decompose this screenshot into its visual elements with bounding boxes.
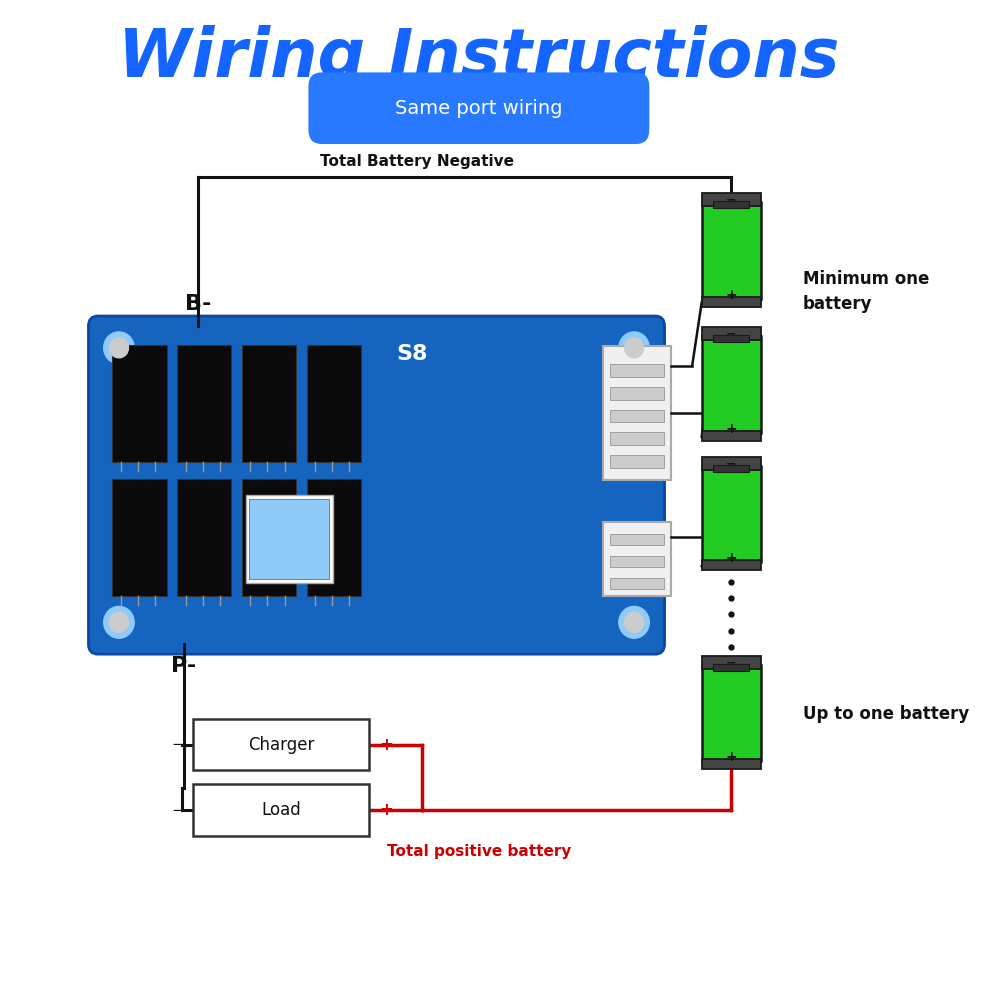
- Bar: [702, 457, 761, 470]
- Text: Same port wiring: Same port wiring: [395, 99, 563, 118]
- Bar: [702, 560, 761, 570]
- Bar: [610, 534, 664, 545]
- Bar: [307, 479, 361, 596]
- Text: B-: B-: [185, 294, 211, 314]
- Bar: [610, 364, 664, 377]
- Text: S8: S8: [396, 344, 428, 364]
- Bar: [249, 499, 329, 579]
- Bar: [702, 656, 761, 669]
- Circle shape: [625, 338, 644, 358]
- Bar: [713, 465, 749, 472]
- Bar: [307, 345, 361, 462]
- Circle shape: [619, 332, 649, 364]
- Circle shape: [625, 612, 644, 632]
- Text: −: −: [726, 328, 736, 341]
- Text: Minimum one
battery: Minimum one battery: [803, 270, 929, 313]
- Bar: [610, 387, 664, 400]
- Bar: [242, 345, 296, 462]
- Bar: [246, 495, 333, 583]
- Text: +: +: [725, 422, 737, 436]
- Text: P-: P-: [171, 656, 196, 676]
- Circle shape: [109, 612, 128, 632]
- Bar: [702, 327, 761, 340]
- Text: −: −: [726, 194, 736, 207]
- Circle shape: [109, 338, 128, 358]
- Bar: [610, 410, 664, 422]
- Bar: [610, 556, 664, 567]
- Bar: [702, 466, 761, 562]
- Text: Total positive battery: Total positive battery: [387, 844, 571, 859]
- Text: Charger: Charger: [248, 736, 314, 754]
- Text: Load: Load: [261, 801, 301, 819]
- Bar: [112, 345, 167, 462]
- Bar: [610, 578, 664, 589]
- Circle shape: [104, 606, 134, 638]
- Bar: [177, 345, 231, 462]
- Text: +: +: [725, 288, 737, 302]
- Bar: [177, 479, 231, 596]
- Bar: [610, 432, 664, 445]
- Bar: [713, 664, 749, 671]
- Bar: [610, 455, 664, 468]
- Text: +: +: [379, 736, 393, 754]
- Circle shape: [619, 606, 649, 638]
- Text: −: −: [171, 803, 184, 818]
- Bar: [702, 759, 761, 769]
- Bar: [112, 479, 167, 596]
- Bar: [242, 479, 296, 596]
- Bar: [702, 431, 761, 441]
- Bar: [603, 346, 671, 480]
- Bar: [702, 193, 761, 206]
- Text: +: +: [725, 551, 737, 565]
- Text: −: −: [726, 656, 736, 669]
- Text: −: −: [171, 737, 184, 752]
- Bar: [702, 202, 761, 299]
- Text: −: −: [726, 457, 736, 470]
- Text: Wiring Instructions: Wiring Instructions: [118, 24, 840, 91]
- Bar: [713, 201, 749, 208]
- Text: +: +: [379, 801, 393, 819]
- Bar: [193, 719, 369, 770]
- Bar: [603, 522, 671, 596]
- Bar: [702, 336, 761, 433]
- Circle shape: [104, 332, 134, 364]
- Bar: [702, 665, 761, 761]
- FancyBboxPatch shape: [308, 72, 649, 144]
- Text: Total Battery Negative: Total Battery Negative: [320, 154, 514, 169]
- Text: +: +: [725, 750, 737, 764]
- FancyBboxPatch shape: [88, 316, 665, 654]
- Bar: [193, 784, 369, 836]
- Text: Up to one battery: Up to one battery: [803, 705, 969, 723]
- Bar: [702, 297, 761, 307]
- Bar: [713, 335, 749, 342]
